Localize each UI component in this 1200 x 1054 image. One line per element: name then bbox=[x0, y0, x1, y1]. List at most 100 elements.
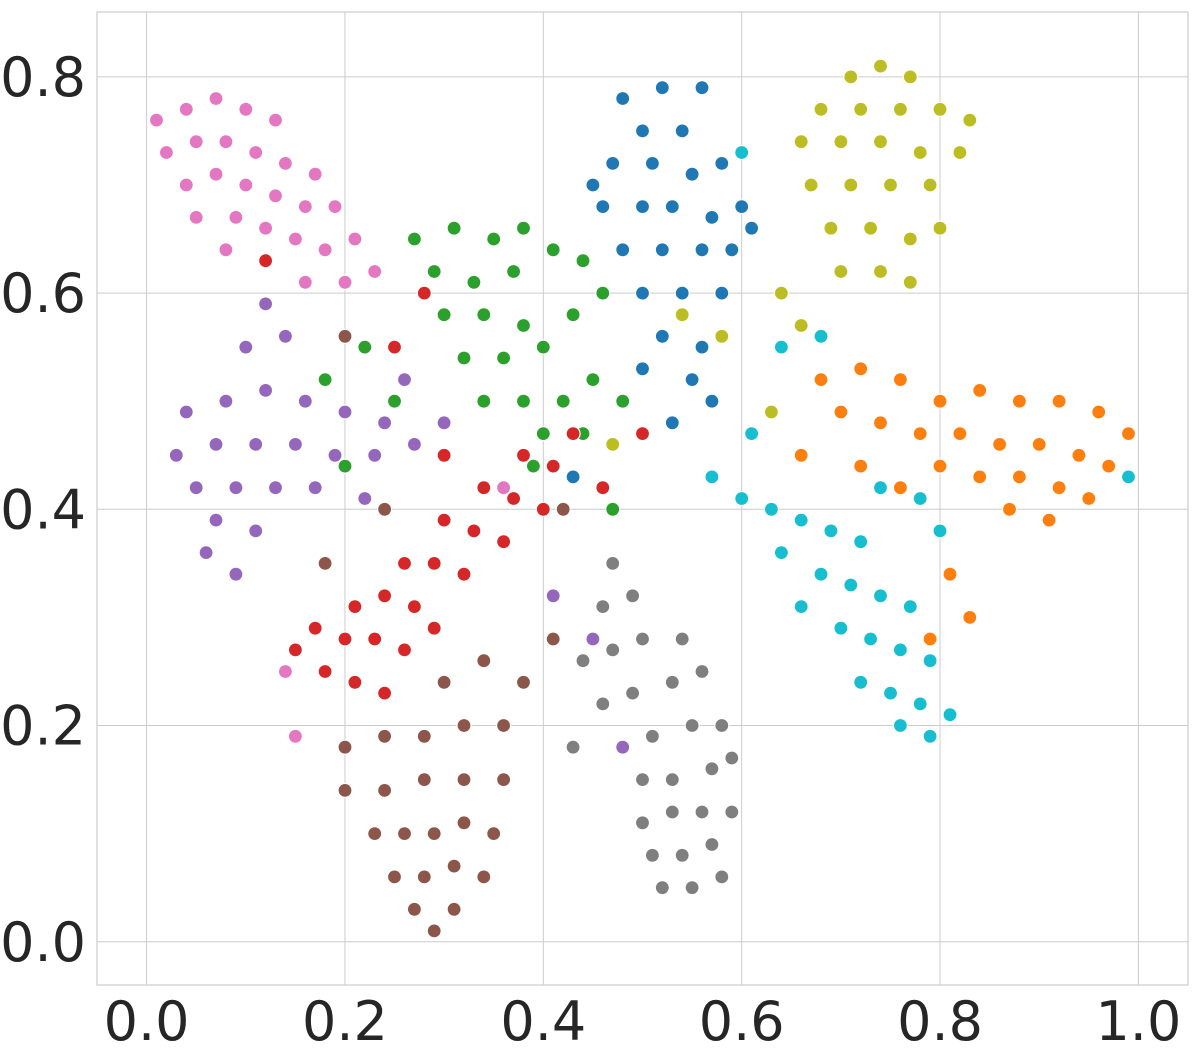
scatter-point-series-5 bbox=[456, 815, 472, 831]
scatter-point-series-3 bbox=[307, 620, 323, 636]
scatter-point-series-1 bbox=[1041, 512, 1057, 528]
scatter-point-series-8 bbox=[605, 436, 621, 452]
scatter-point-series-4 bbox=[377, 415, 393, 431]
scatter-point-series-4 bbox=[208, 436, 224, 452]
scatter-point-series-3 bbox=[436, 512, 452, 528]
scatter-point-series-9 bbox=[813, 328, 829, 344]
scatter-point-series-4 bbox=[248, 523, 264, 539]
scatter-point-series-9 bbox=[1120, 469, 1137, 485]
scatter-point-series-8 bbox=[833, 134, 849, 150]
scatter-point-series-9 bbox=[862, 631, 879, 647]
scatter-point-series-7 bbox=[595, 598, 611, 615]
scatter-point-series-3 bbox=[406, 598, 422, 615]
scatter-point-series-5 bbox=[555, 501, 571, 517]
scatter-point-series-3 bbox=[456, 566, 472, 582]
scatter-point-series-1 bbox=[1051, 393, 1067, 409]
scatter-point-series-3 bbox=[565, 426, 581, 442]
scatter-point-series-5 bbox=[426, 825, 442, 842]
scatter-point-series-3 bbox=[347, 598, 363, 615]
scatter-point-series-2 bbox=[357, 339, 373, 355]
scatter-point-series-9 bbox=[853, 534, 869, 550]
scatter-point-series-4 bbox=[287, 436, 303, 452]
scatter-point-series-6 bbox=[188, 209, 204, 225]
scatter-point-series-3 bbox=[386, 339, 403, 355]
scatter-point-series-2 bbox=[515, 393, 532, 409]
scatter-point-series-1 bbox=[912, 426, 928, 442]
scatter-point-series-0 bbox=[714, 155, 730, 171]
scatter-point-series-5 bbox=[396, 825, 413, 842]
scatter-point-series-9 bbox=[922, 728, 938, 744]
scatter-point-series-4 bbox=[258, 382, 274, 398]
scatter-point-series-1 bbox=[1051, 480, 1067, 496]
scatter-point-series-6 bbox=[178, 101, 194, 117]
scatter-point-series-7 bbox=[694, 804, 710, 820]
scatter-point-series-5 bbox=[406, 901, 422, 917]
scatter-point-series-8 bbox=[872, 58, 889, 74]
scatter-point-series-0 bbox=[595, 199, 611, 215]
scatter-point-series-8 bbox=[962, 112, 978, 128]
scatter-point-series-0 bbox=[694, 242, 710, 258]
scatter-point-series-8 bbox=[843, 177, 859, 193]
scatter-point-series-5 bbox=[337, 739, 353, 755]
scatter-point-series-6 bbox=[208, 166, 224, 182]
scatter-point-series-1 bbox=[952, 426, 968, 442]
scatter-point-series-1 bbox=[1011, 469, 1028, 485]
scatter-point-series-7 bbox=[634, 771, 651, 788]
scatter-point-series-1 bbox=[853, 361, 869, 377]
scatter-point-series-2 bbox=[466, 274, 482, 290]
scatter-point-series-9 bbox=[773, 339, 790, 355]
scatter-point-series-1 bbox=[932, 458, 948, 474]
scatter-point-series-8 bbox=[773, 285, 790, 301]
scatter-point-series-4 bbox=[267, 480, 284, 496]
scatter-point-series-4 bbox=[188, 480, 204, 496]
scatter-point-series-0 bbox=[704, 209, 720, 225]
scatter-point-series-9 bbox=[922, 653, 938, 669]
scatter-point-series-6 bbox=[267, 188, 284, 204]
scatter-point-series-0 bbox=[654, 242, 670, 258]
scatter-point-series-1 bbox=[922, 631, 938, 647]
scatter-point-series-1 bbox=[1011, 393, 1028, 409]
scatter-point-series-8 bbox=[843, 69, 859, 85]
x-tick-label: 0.8 bbox=[897, 990, 983, 1050]
scatter-point-series-5 bbox=[386, 869, 403, 885]
scatter-point-series-1 bbox=[942, 566, 958, 582]
scatter-point-series-9 bbox=[872, 588, 889, 604]
scatter-point-series-7 bbox=[644, 728, 661, 744]
scatter-point-series-6 bbox=[178, 177, 194, 193]
scatter-point-series-1 bbox=[793, 447, 809, 463]
scatter-point-series-9 bbox=[843, 577, 859, 593]
y-tick-label: 0.0 bbox=[0, 911, 86, 974]
scatter-point-series-2 bbox=[505, 263, 522, 280]
scatter-point-series-9 bbox=[892, 642, 909, 658]
scatter-point-series-2 bbox=[525, 458, 542, 474]
scatter-point-series-2 bbox=[476, 393, 492, 409]
scatter-point-series-3 bbox=[466, 523, 482, 539]
scatter-point-series-5 bbox=[456, 717, 472, 734]
scatter-point-series-6 bbox=[277, 155, 293, 171]
scatter-point-series-1 bbox=[813, 372, 829, 388]
scatter-point-series-0 bbox=[664, 415, 680, 431]
scatter-point-series-5 bbox=[545, 631, 561, 647]
scatter-point-series-1 bbox=[991, 436, 1008, 452]
scatter-point-series-8 bbox=[803, 177, 819, 193]
scatter-point-series-0 bbox=[634, 285, 651, 301]
scatter-point-series-6 bbox=[337, 274, 353, 290]
scatter-point-series-9 bbox=[743, 426, 760, 442]
scatter-point-series-7 bbox=[674, 847, 690, 863]
scatter-point-series-2 bbox=[386, 393, 403, 409]
scatter-point-series-5 bbox=[426, 923, 442, 939]
scatter-point-series-8 bbox=[714, 328, 730, 344]
scatter-point-series-8 bbox=[922, 177, 938, 193]
scatter-point-series-2 bbox=[585, 372, 601, 388]
scatter-point-series-8 bbox=[793, 134, 809, 150]
scatter-point-series-3 bbox=[396, 642, 413, 658]
scatter-point-series-0 bbox=[654, 80, 670, 96]
scatter-point-series-6 bbox=[158, 144, 174, 161]
scatter-point-series-8 bbox=[823, 220, 839, 236]
x-tick-label: 0.0 bbox=[104, 990, 190, 1050]
scatter-point-series-8 bbox=[872, 263, 889, 280]
scatter-point-series-9 bbox=[872, 480, 889, 496]
y-tick-label: 0.2 bbox=[0, 695, 86, 758]
scatter-point-series-6 bbox=[218, 134, 234, 150]
scatter-point-series-0 bbox=[734, 199, 750, 215]
